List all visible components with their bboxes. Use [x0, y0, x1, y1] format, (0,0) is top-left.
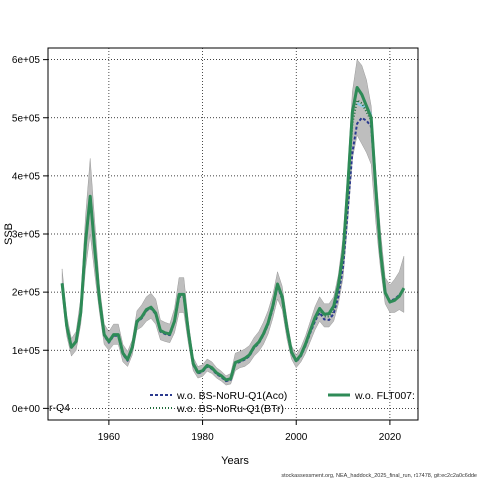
confidence-band — [61, 58, 405, 386]
cut-legend-label: r-Q4 — [49, 402, 70, 414]
y-axis-title: SSB — [3, 223, 15, 245]
legend-label-flt007: w.o. FLT007: — [354, 390, 415, 402]
footer-credit: stockassessment.org, NEA_haddock_2025_fi… — [281, 473, 477, 479]
y-tick-label: 6e+05 — [12, 55, 41, 66]
y-tick-label: 4e+05 — [12, 171, 41, 182]
y-tick-label: 0e+00 — [12, 404, 41, 415]
y-axis: 0e+00 1e+05 2e+05 3e+05 4e+05 5e+05 6e+05 — [12, 55, 48, 415]
x-axis-title: Years — [221, 455, 249, 467]
y-tick-label: 5e+05 — [12, 113, 41, 124]
legend-label-btr: w.o. BS-NoRu-Q1(BTr) — [176, 403, 284, 415]
y-tick-label: 3e+05 — [12, 230, 41, 241]
x-tick-label: 2020 — [379, 432, 402, 443]
series-line-2 — [60, 86, 406, 382]
legend-label-aco: w.o. BS-NoRU-Q1(Aco) — [176, 390, 287, 402]
y-tick-label: 1e+05 — [12, 346, 41, 357]
x-tick-label: 1980 — [191, 432, 214, 443]
ssb-confidence-band — [61, 58, 405, 386]
x-tick-label: 2000 — [285, 432, 308, 443]
series-lines — [60, 86, 406, 383]
y-tick-label: 2e+05 — [12, 288, 41, 299]
x-axis: 1960 1980 2000 2020 — [98, 420, 402, 443]
legend: w.o. BS-NoRU-Q1(Aco) w.o. BS-NoRu-Q1(BTr… — [150, 390, 415, 415]
x-tick-label: 1960 — [98, 432, 121, 443]
